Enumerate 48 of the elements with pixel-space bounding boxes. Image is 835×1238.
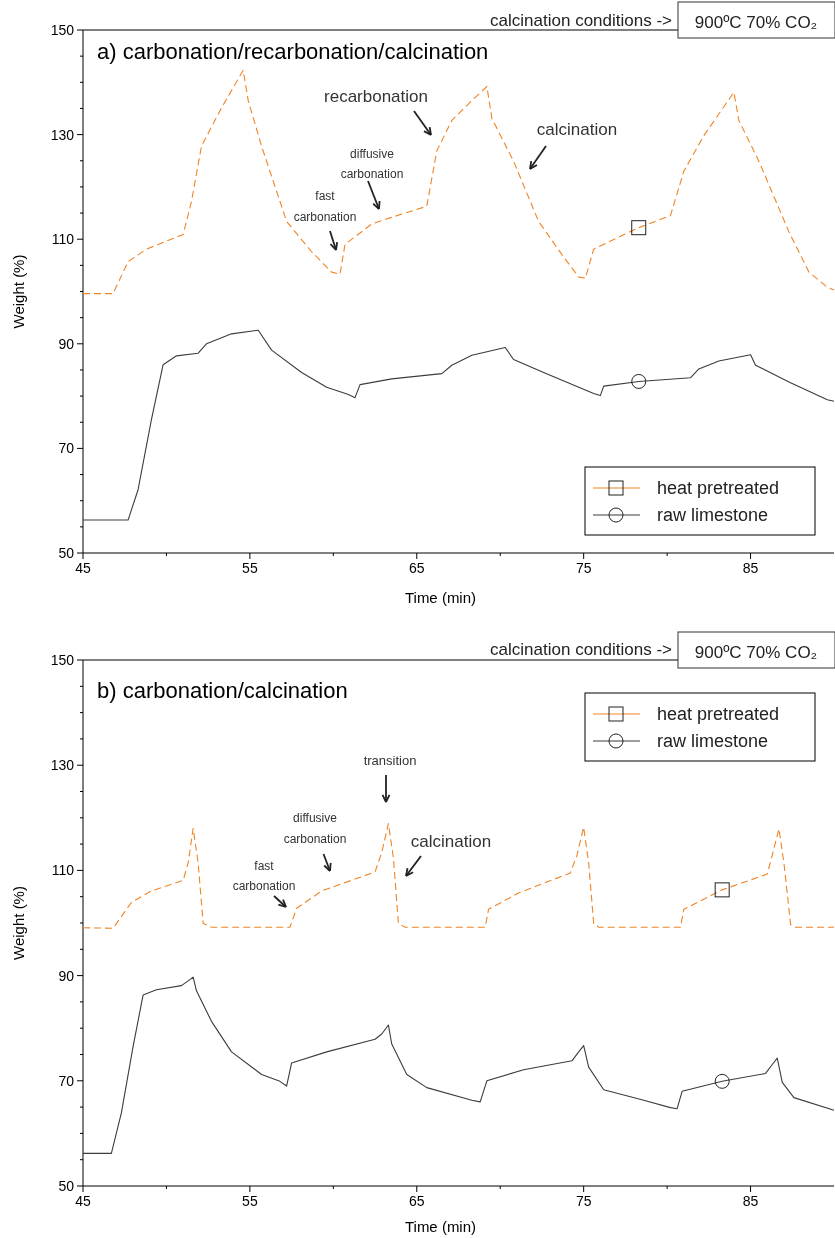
- x-tick-label: 85: [742, 1193, 759, 1209]
- annotation: transition: [363, 753, 417, 768]
- text: b) carbonation/calcination: [97, 678, 348, 703]
- legend-label: heat pretreated: [657, 704, 780, 724]
- annotation: fast carbonation: [293, 189, 357, 224]
- y-tick-label: 70: [58, 1072, 75, 1089]
- x-tick-label: 45: [75, 1193, 91, 1209]
- annotation: diffusive carbonation: [283, 811, 347, 846]
- y-tick-label: 130: [50, 126, 75, 143]
- annotation: calcination: [410, 832, 492, 851]
- annotation: diffusive carbonation: [340, 147, 404, 181]
- y-axis-title: Weight (%): [10, 254, 27, 329]
- y-tick-label: 50: [58, 545, 75, 561]
- line-series: [82, 823, 835, 929]
- x-tick-label: 55: [242, 1193, 258, 1209]
- y-tick-label: 90: [58, 335, 75, 352]
- text: calcination conditions ->: [490, 640, 673, 659]
- y-tick-label: 110: [51, 231, 75, 248]
- annotation: 900ºC 70% CO₂: [694, 13, 818, 32]
- x-tick-label: 65: [408, 560, 425, 576]
- y-axis-title: Weight (%): [10, 886, 27, 960]
- x-tick-label: 75: [575, 560, 592, 576]
- legend-label: heat pretreated: [657, 478, 780, 498]
- line-series: [82, 69, 835, 295]
- line-series: [82, 976, 835, 1154]
- chart-title: a) carbonation/recarbonation/calcination: [97, 39, 489, 64]
- y-tick-label: 150: [50, 22, 75, 38]
- legend-label: raw limestone: [657, 505, 769, 525]
- x-tick-label: 45: [75, 560, 91, 576]
- x-tick-label: 55: [242, 560, 258, 576]
- annotation: fast carbonation: [232, 859, 296, 893]
- legend-label: raw limestone: [657, 731, 769, 751]
- x-axis-title: Time (min): [404, 1218, 477, 1235]
- x-axis-title: Time (min): [404, 589, 477, 606]
- annotation: recarbonation: [324, 87, 428, 106]
- y-tick-label: 50: [58, 1178, 75, 1194]
- y-tick-label: 90: [58, 967, 75, 984]
- annotation: calcination conditions ->: [490, 11, 673, 30]
- line-series: [82, 329, 835, 521]
- annotation: calcination: [536, 120, 618, 139]
- y-tick-label: 130: [50, 757, 75, 774]
- annotation: 900ºC 70% CO₂: [694, 643, 818, 662]
- x-tick-label: 75: [575, 1193, 592, 1209]
- y-tick-label: 150: [50, 652, 75, 668]
- y-tick-label: 70: [58, 440, 75, 457]
- y-tick-label: 110: [51, 862, 75, 879]
- x-tick-label: 85: [742, 560, 759, 576]
- x-tick-label: 65: [408, 1193, 425, 1209]
